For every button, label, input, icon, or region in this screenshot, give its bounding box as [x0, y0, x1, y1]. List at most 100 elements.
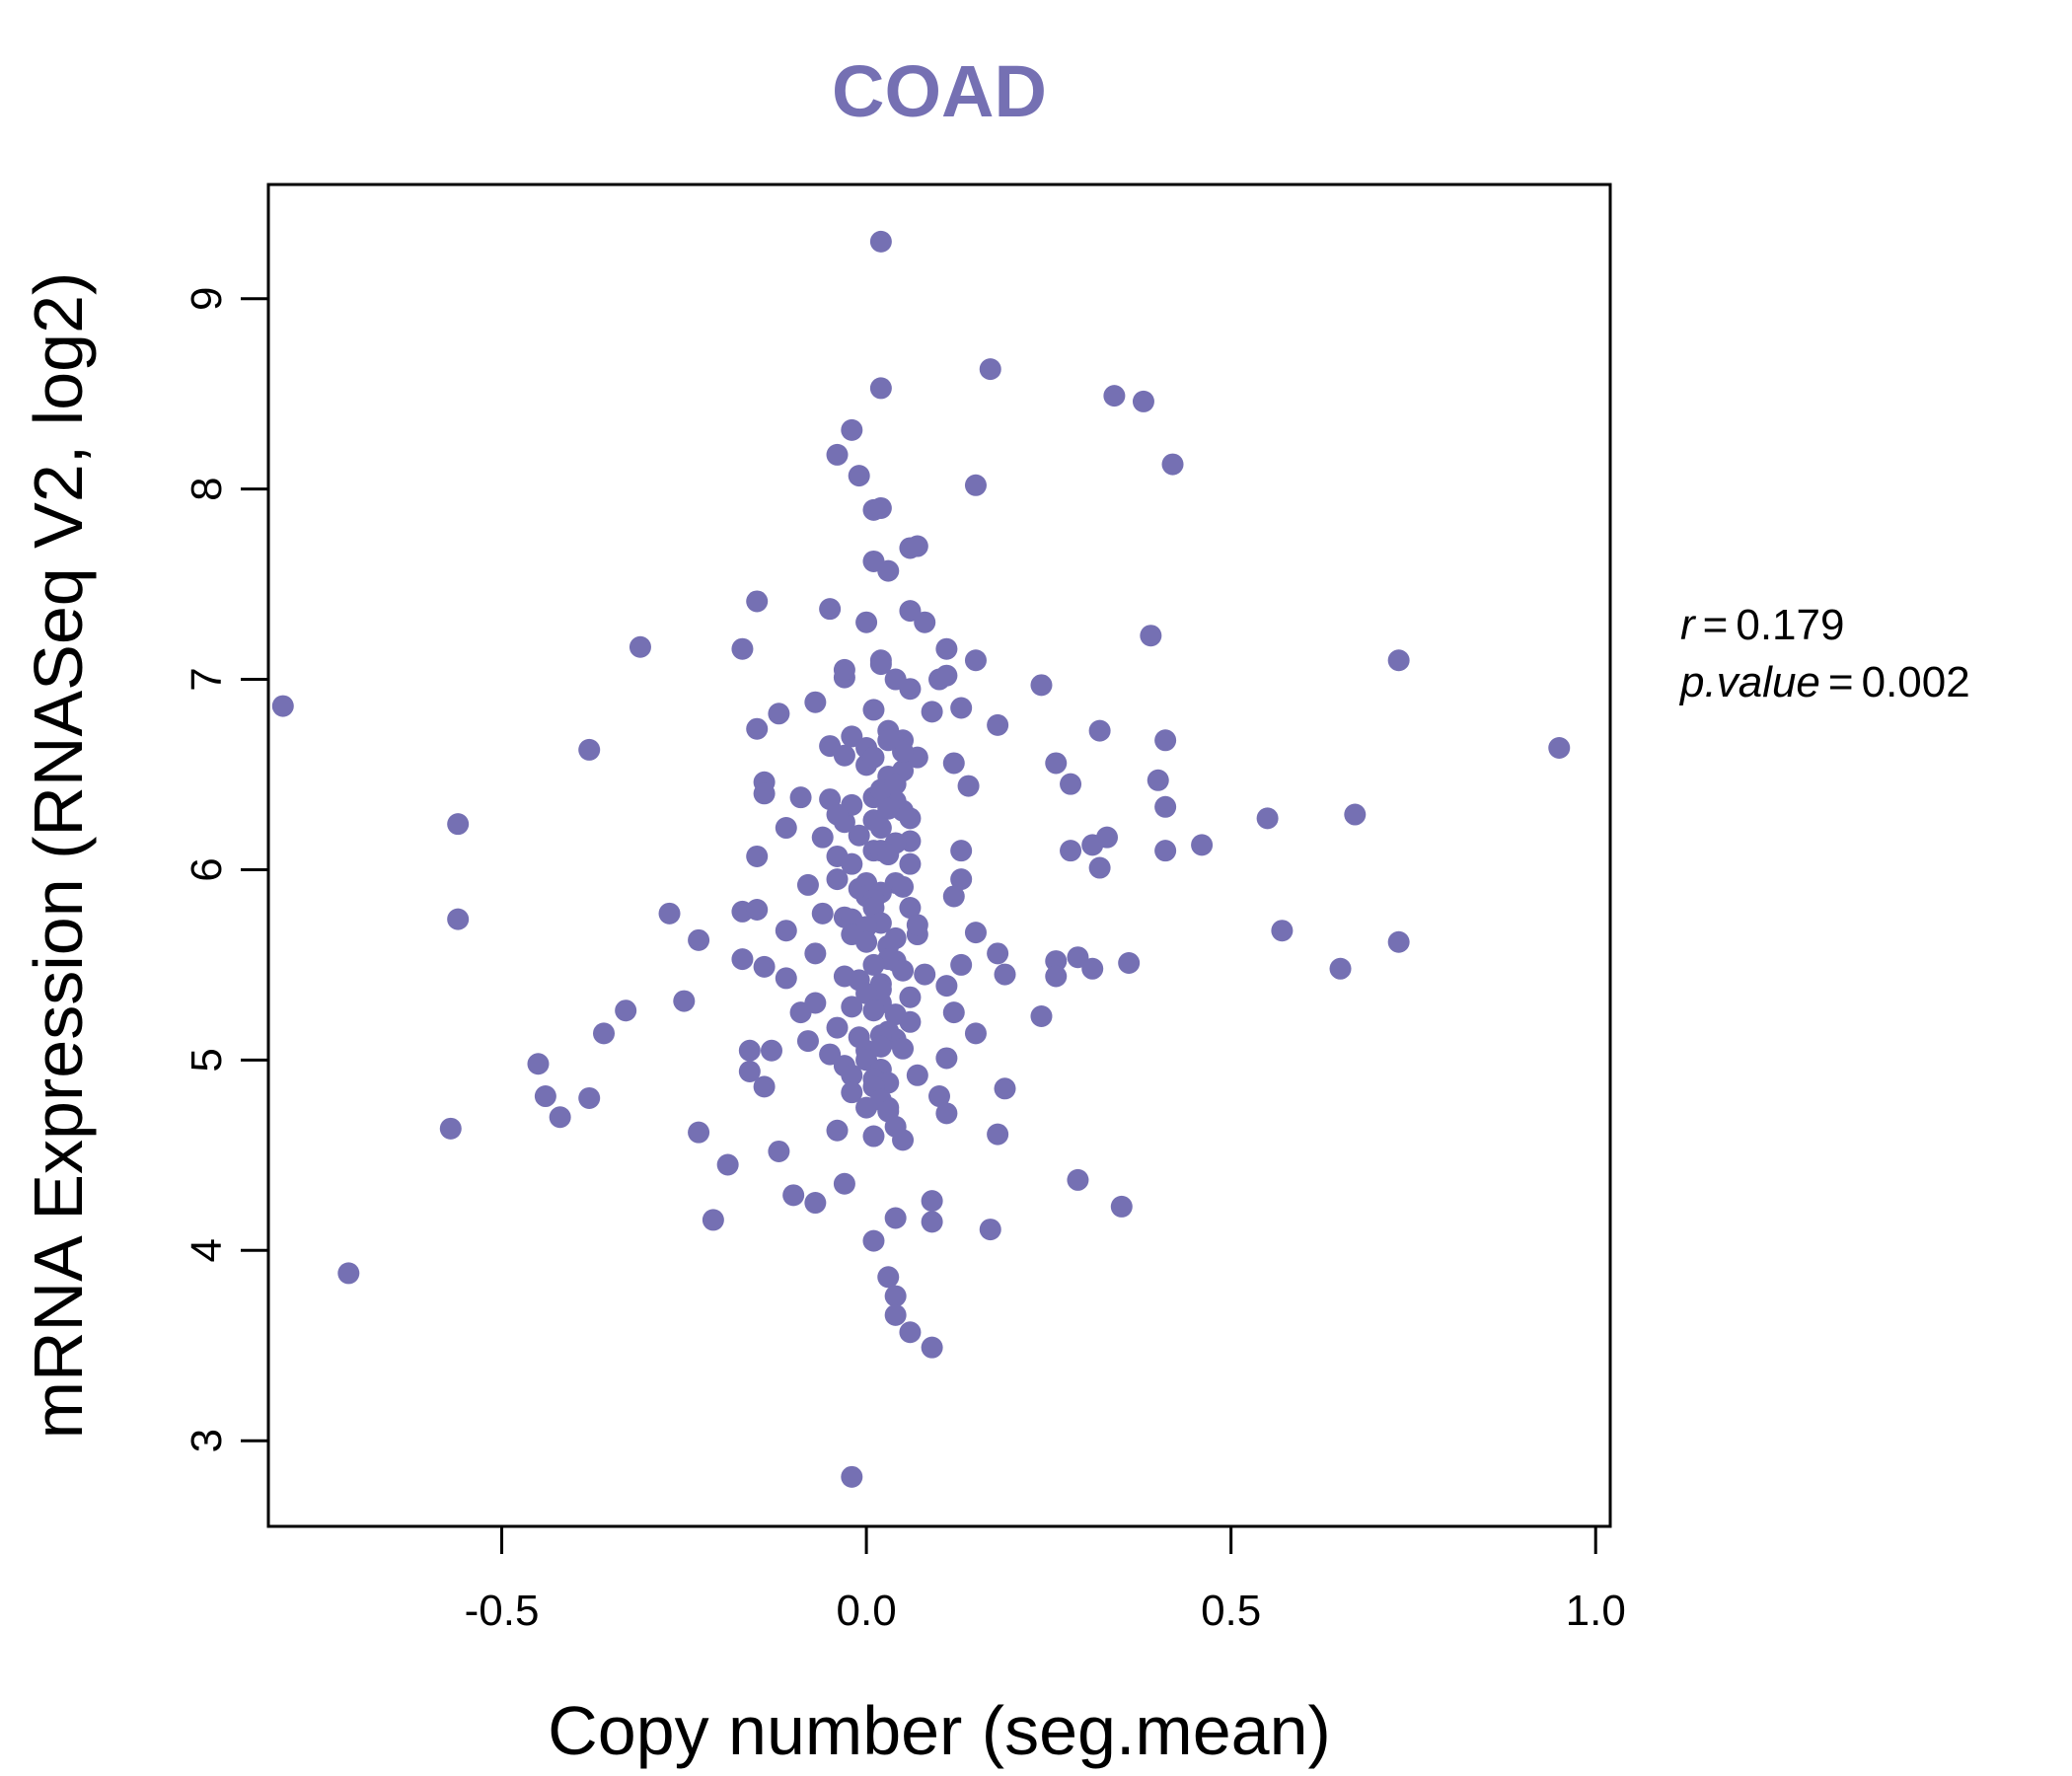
- data-point: [593, 1022, 615, 1045]
- data-point: [826, 1119, 849, 1142]
- data-point: [1154, 840, 1177, 862]
- data-point: [869, 1035, 892, 1058]
- data-point: [862, 699, 885, 721]
- data-point: [964, 922, 987, 944]
- y-axis: 3 4 5 6 7 8 9: [183, 287, 270, 1452]
- data-point: [1030, 1005, 1053, 1028]
- data-point: [1154, 729, 1177, 752]
- data-point: [987, 1123, 1009, 1146]
- data-point: [921, 701, 943, 723]
- data-point: [629, 635, 651, 658]
- p-value: 0.002: [1862, 658, 1970, 706]
- data-point: [892, 1037, 915, 1060]
- data-point: [869, 817, 892, 840]
- data-point: [899, 537, 922, 559]
- data-point: [746, 845, 769, 867]
- data-point: [848, 1026, 870, 1049]
- data-point: [855, 1096, 878, 1119]
- data-point: [1045, 752, 1068, 775]
- data-point: [855, 982, 878, 1004]
- data-point: [775, 817, 797, 840]
- data-point: [761, 1039, 782, 1062]
- data-point: [447, 908, 470, 930]
- data-point: [1081, 957, 1104, 980]
- data-point: [1132, 390, 1154, 412]
- data-point: [1081, 834, 1104, 856]
- y-tick-label: 7: [183, 667, 231, 691]
- data-point: [884, 773, 907, 795]
- data-point: [819, 1043, 842, 1066]
- data-point: [921, 1190, 943, 1213]
- data-point: [1329, 957, 1352, 980]
- data-point: [869, 230, 892, 253]
- data-point: [1118, 951, 1141, 974]
- plot-frame: [266, 183, 1612, 1528]
- data-point: [688, 928, 710, 951]
- data-point: [1045, 950, 1068, 973]
- data-point: [862, 1229, 885, 1252]
- data-point: [796, 1030, 819, 1053]
- y-tick-label: 9: [183, 287, 231, 311]
- data-point: [578, 738, 601, 761]
- data-point: [782, 1184, 805, 1207]
- data-point: [1067, 1168, 1089, 1191]
- r-symbol: r: [1680, 601, 1697, 649]
- data-point: [738, 1039, 761, 1062]
- data-point: [899, 678, 922, 701]
- data-point: [1154, 795, 1177, 818]
- data-point: [731, 637, 754, 660]
- data-point: [768, 1140, 790, 1162]
- data-point: [841, 996, 863, 1018]
- data-point: [658, 902, 681, 925]
- data-point: [804, 942, 827, 965]
- data-point: [855, 930, 878, 953]
- data-point: [1088, 856, 1111, 879]
- data-point: [994, 963, 1016, 986]
- data-point: [746, 898, 769, 921]
- data-point: [855, 611, 878, 633]
- data-point: [746, 717, 769, 740]
- y-axis-label: mRNA Expression (RNASeq V2, log2): [20, 272, 97, 1440]
- data-point: [884, 1115, 907, 1138]
- data-point: [826, 868, 849, 891]
- data-point: [906, 1064, 928, 1086]
- data-point: [841, 1064, 863, 1086]
- data-point: [1060, 773, 1082, 795]
- data-point: [1548, 737, 1571, 760]
- data-point: [884, 1303, 907, 1326]
- data-point: [884, 1285, 907, 1307]
- data-point: [804, 992, 827, 1014]
- data-point: [753, 1075, 776, 1098]
- x-axis: -0.5 0.0 0.5 1.0: [465, 1524, 1626, 1635]
- data-point: [892, 740, 915, 763]
- data-point: [753, 955, 776, 978]
- data-point: [841, 725, 863, 748]
- data-point: [1256, 807, 1279, 830]
- data-point: [746, 590, 769, 613]
- data-point: [950, 697, 973, 719]
- data-point: [877, 797, 900, 820]
- data-point: [1344, 803, 1367, 826]
- y-tick-label: 5: [183, 1048, 231, 1072]
- y-tick-label: 6: [183, 857, 231, 881]
- data-point: [775, 920, 797, 942]
- data-point: [615, 999, 637, 1022]
- x-tick-label: 1.0: [1566, 1587, 1626, 1635]
- data-point: [1088, 719, 1111, 742]
- data-point: [841, 852, 863, 875]
- data-point: [1191, 834, 1214, 856]
- data-point: [1045, 965, 1068, 988]
- data-point: [914, 963, 936, 986]
- data-point: [811, 902, 834, 925]
- data-point: [899, 1321, 922, 1344]
- data-point: [819, 735, 842, 758]
- data-point: [549, 1106, 571, 1129]
- data-point: [906, 914, 928, 936]
- data-point: [826, 443, 849, 466]
- data-point: [935, 975, 958, 998]
- data-point: [833, 1172, 855, 1195]
- data-point: [869, 496, 892, 519]
- data-point: [921, 1211, 943, 1233]
- data-point: [899, 852, 922, 875]
- data-point: [994, 1077, 1016, 1100]
